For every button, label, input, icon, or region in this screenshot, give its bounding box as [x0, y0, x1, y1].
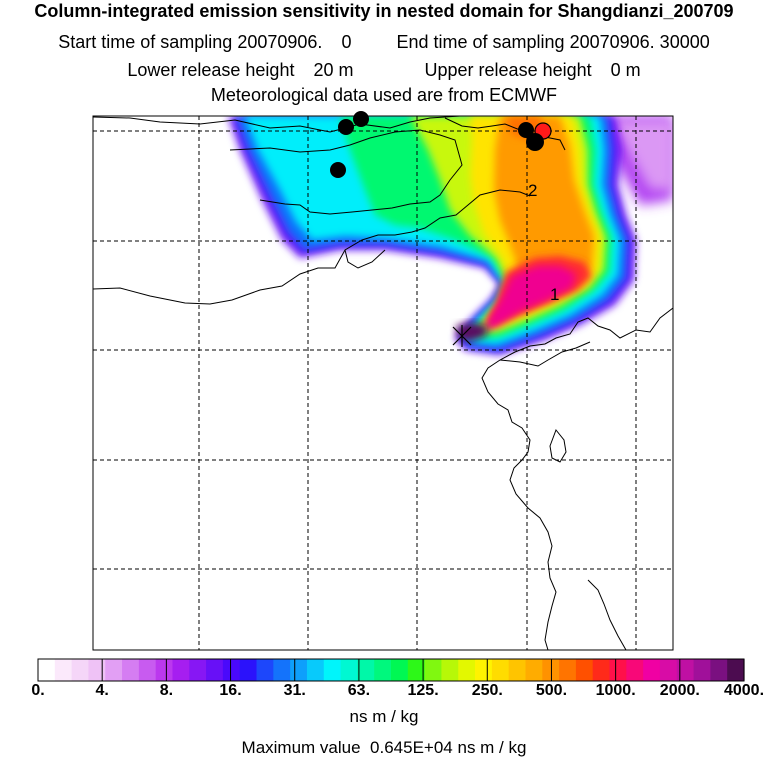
- colorbar-cell: [407, 659, 426, 681]
- coastline-korea: [481, 307, 673, 650]
- colorbar-tick-label: 63.: [347, 682, 371, 699]
- coastline-peninsula: [499, 341, 591, 367]
- colorbar-cell: [525, 659, 543, 681]
- colorbar-frame: [37, 658, 745, 682]
- colorbar-cell: [575, 659, 594, 681]
- colorbar-tick-label: 1000.: [595, 682, 636, 699]
- coastlines: [93, 116, 673, 650]
- colorbar-cell: [609, 659, 627, 681]
- colorbar-cell: [189, 659, 207, 681]
- colorbar-cell: [424, 659, 443, 681]
- colorbar-cell: [659, 659, 678, 681]
- plume-fringe-east-light: [610, 120, 673, 190]
- cluster-dot: [338, 119, 354, 135]
- grid-lines: [93, 116, 673, 650]
- colorbar-cell: [475, 659, 493, 681]
- border-line-north: [93, 116, 461, 133]
- colorbar-cell: [306, 659, 325, 681]
- colorbar-cell: [340, 659, 358, 681]
- colorbar-cell: [491, 659, 510, 681]
- plume-magenta-core: [484, 266, 576, 330]
- maximum-value-line: Maximum value 0.645E+04 ns m / kg: [241, 738, 527, 757]
- release-point-marker: [452, 325, 472, 347]
- colorbar-cell: [710, 659, 728, 681]
- colorbar-tick-label: 31.: [283, 682, 306, 699]
- colorbar-cell: [206, 659, 224, 681]
- colorbar-cell: [38, 659, 56, 681]
- colorbar: [38, 659, 745, 681]
- release-height-line: Lower release height 20 m Upper release …: [127, 60, 641, 80]
- colorbar-tick-label: 500.: [535, 682, 568, 699]
- colorbar-cell: [592, 659, 611, 681]
- cluster-dot: [353, 111, 369, 127]
- colorbar-cell: [643, 659, 661, 681]
- province-border: [229, 129, 463, 215]
- colorbar-cell: [626, 659, 644, 681]
- cluster-dot: [330, 162, 346, 178]
- colorbar-tick-label: 8.: [159, 682, 174, 699]
- cluster-dot: [526, 133, 544, 151]
- colorbar-cell: [122, 659, 140, 681]
- colorbar-tick-label: 2000.: [659, 682, 700, 699]
- colorbar-cell: [88, 659, 106, 681]
- annotation-1: 1: [550, 285, 559, 304]
- colorbar-cell: [559, 659, 577, 681]
- plot-title: Column-integrated emission sensitivity i…: [34, 1, 734, 21]
- cluster-dots: [330, 111, 552, 178]
- colorbar-cell: [273, 659, 291, 681]
- sampling-time-line: Start time of sampling 20070906. 0 End t…: [58, 32, 710, 52]
- river-line: [344, 249, 386, 269]
- colorbar-cell: [458, 659, 476, 681]
- colorbar-units: ns m / kg: [349, 707, 419, 726]
- colorbar-tick-label: 16.: [219, 682, 242, 699]
- coastline-south: [587, 579, 627, 650]
- colorbar-cell: [290, 659, 308, 681]
- colorbar-tick-label: 4.: [95, 682, 109, 699]
- colorbar-cell: [727, 659, 745, 681]
- met-data-line: Meteorological data used are from ECMWF: [210, 85, 558, 105]
- colorbar-cell: [155, 659, 174, 681]
- colorbar-cell: [222, 659, 241, 681]
- colorbar-cell: [239, 659, 258, 681]
- colorbar-tick-label: 4000.: [723, 682, 765, 699]
- colorbar-cell: [391, 659, 409, 681]
- colorbar-cell: [71, 659, 90, 681]
- colorbar-labels: 0. 4. 8. 16. 31. 63. 125. 250. 500. 1000. 2000. 400…: [0, 682, 768, 706]
- colorbar-cell: [374, 659, 392, 681]
- colorbar-cell: [138, 659, 157, 681]
- colorbar-cell: [693, 659, 711, 681]
- colorbar-cell: [105, 659, 123, 681]
- colorbar-ticks: [101, 659, 681, 681]
- cluster-dot: [518, 122, 534, 138]
- plume-field: [228, 116, 673, 355]
- plume-source: [456, 322, 488, 342]
- coastline-bay-east: [444, 117, 566, 151]
- colorbar-cell: [172, 659, 190, 681]
- colorbar-cell: [256, 659, 274, 681]
- map-frame: [92, 115, 674, 651]
- colorbar-cell: [357, 659, 375, 681]
- colorbar-cell: [54, 659, 73, 681]
- colorbar-cell: [323, 659, 342, 681]
- annotation-2: 2: [528, 181, 537, 200]
- colorbar-tick-label: 250.: [471, 682, 503, 699]
- colorbar-tick-label: 125.: [407, 682, 439, 699]
- colorbar-tick-label: 0.: [31, 682, 45, 699]
- colorbar-cell: [441, 659, 459, 681]
- colorbar-cell: [508, 659, 527, 681]
- border-line-west: [93, 189, 531, 305]
- coastline-islands: [549, 429, 567, 463]
- colorbar-cell: [676, 659, 695, 681]
